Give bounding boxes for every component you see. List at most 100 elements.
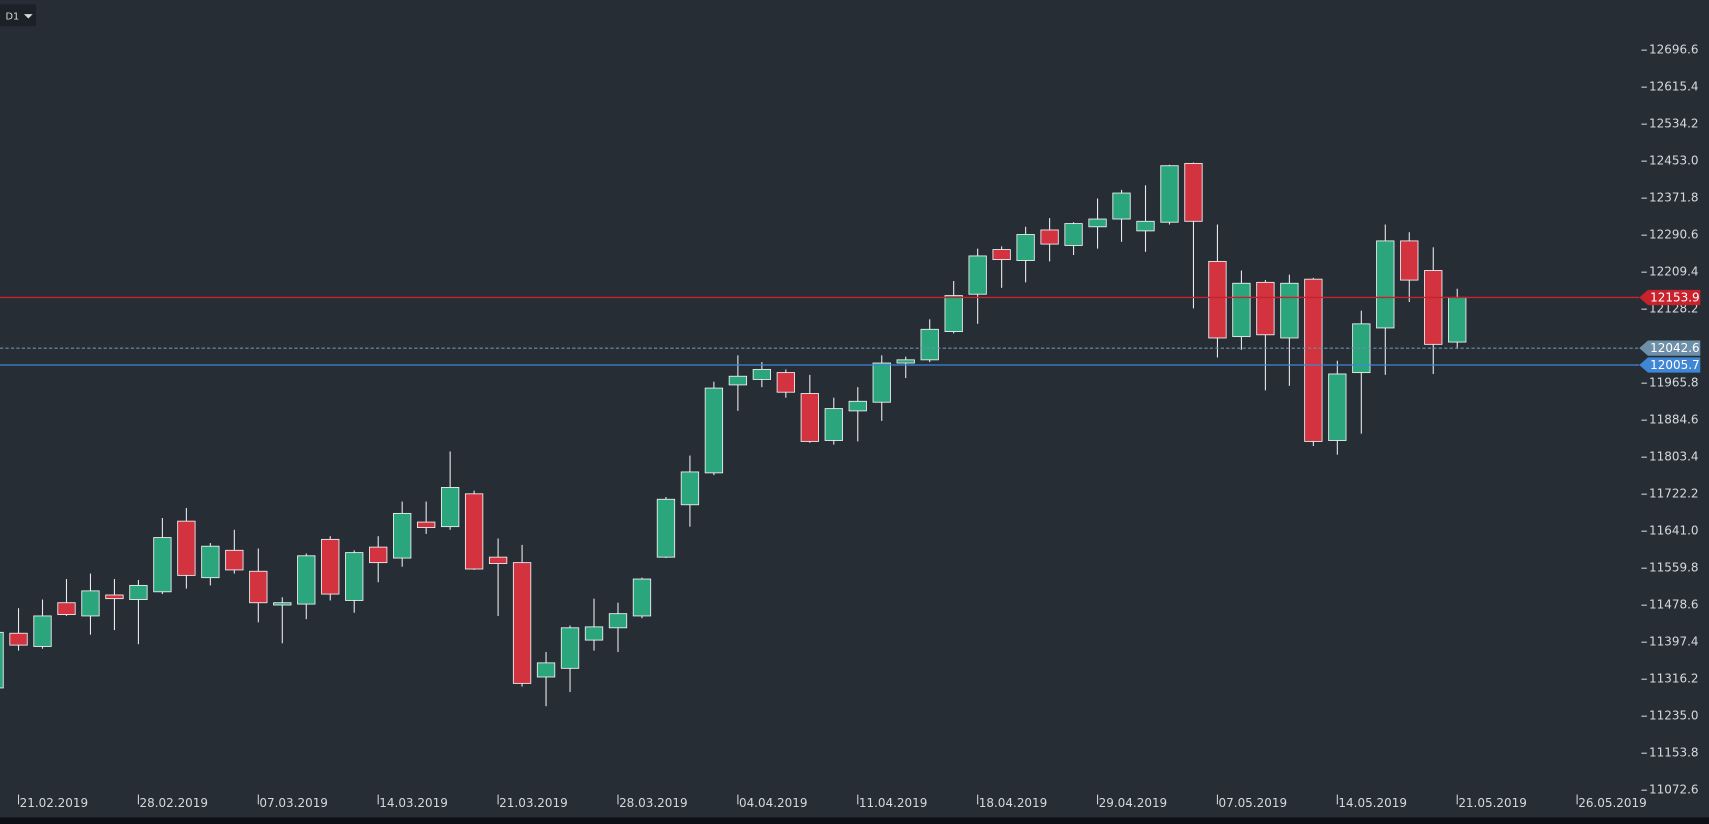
y-tick-label: 12371.8 (1649, 191, 1699, 205)
candle-body (440, 486, 460, 528)
x-tick-label: 07.05.2019 (1219, 796, 1288, 810)
y-tick-label: 11235.0 (1649, 709, 1699, 723)
x-tick-label: 04.04.2019 (739, 796, 808, 810)
x-tick-label: 21.03.2019 (499, 796, 568, 810)
candle-body (105, 594, 124, 600)
candle-body (1016, 234, 1035, 261)
candle-body (0, 631, 4, 689)
candle-body (824, 408, 843, 441)
candle-body (393, 512, 412, 559)
y-tick-label: 12290.6 (1649, 228, 1699, 242)
candle-body (512, 562, 532, 684)
candle-body (1088, 218, 1107, 228)
candle-body (776, 372, 795, 393)
y-tick-label: 11072.6 (1649, 783, 1699, 797)
price-tag-label: 12005.7 (1650, 358, 1700, 372)
candle-body (321, 538, 340, 595)
candle-body (848, 400, 867, 412)
candle-body (632, 578, 652, 617)
y-tick-label: 11884.6 (1649, 413, 1699, 427)
candle-body (1304, 278, 1323, 442)
price-tag (1639, 357, 1701, 373)
y-tick-label: 11722.2 (1649, 487, 1699, 501)
candle-body (872, 362, 891, 403)
y-tick-label: 11641.0 (1649, 524, 1699, 538)
candle-body (57, 602, 76, 616)
x-tick-label: 14.03.2019 (379, 796, 448, 810)
candle-body (201, 545, 220, 579)
x-tick-label: 21.02.2019 (20, 796, 89, 810)
candle-body (1040, 229, 1059, 245)
x-tick-label: 11.04.2019 (859, 796, 928, 810)
candle-body (584, 626, 604, 641)
x-tick-label: 14.05.2019 (1338, 796, 1407, 810)
price-tag-label: 12153.9 (1650, 290, 1700, 304)
y-tick-label: 11965.8 (1649, 376, 1699, 390)
x-tick-label: 21.05.2019 (1458, 796, 1527, 810)
candle-body (1160, 165, 1179, 223)
candle-body (752, 368, 772, 380)
candle-body (1400, 240, 1419, 281)
y-tick-label: 11153.8 (1649, 746, 1699, 760)
candle-body (728, 375, 748, 386)
candle-body (560, 627, 580, 669)
price-tag-label: 12042.6 (1650, 341, 1700, 355)
candle-body (153, 537, 172, 593)
candle-body (249, 570, 268, 604)
candle-body (273, 602, 292, 606)
candle-body (680, 471, 700, 506)
candle-body (1184, 162, 1203, 222)
candle-body (1112, 192, 1131, 220)
x-tick-label: 07.03.2019 (259, 796, 328, 810)
y-tick-label: 11397.4 (1649, 635, 1699, 649)
candle-body (1448, 296, 1467, 343)
candle-body (177, 520, 196, 576)
candle-body (297, 555, 316, 605)
y-tick-label: 12615.4 (1649, 80, 1699, 94)
x-tick-label: 28.02.2019 (140, 796, 209, 810)
timeframe-selector[interactable]: D1 (0, 4, 36, 27)
candle-body (1424, 270, 1443, 345)
y-tick-label: 12453.0 (1649, 154, 1699, 168)
timeframe-box[interactable] (0, 4, 36, 27)
candle-body (896, 359, 915, 364)
candle-body (369, 546, 388, 564)
candle-body (1256, 281, 1275, 336)
candle-body (656, 498, 676, 558)
candle-body (1064, 223, 1083, 246)
candle-body (464, 493, 484, 570)
price-tag (1639, 340, 1701, 356)
candle-body (1136, 220, 1155, 232)
candle-body (608, 613, 628, 629)
y-tick-label: 12128.2 (1649, 302, 1699, 316)
candle-body (1208, 260, 1227, 339)
candle-body (968, 255, 987, 295)
candle-body (536, 662, 556, 678)
y-tick-label: 12534.2 (1649, 117, 1699, 131)
price-tag (1639, 289, 1701, 306)
y-tick-label: 12209.4 (1649, 265, 1699, 279)
candle-body (81, 590, 100, 617)
candles (0, 162, 1467, 707)
candle-body (9, 632, 28, 646)
candle-body (1328, 373, 1347, 441)
y-tick-label: 11478.6 (1649, 598, 1699, 612)
x-tick-label: 18.04.2019 (979, 796, 1048, 810)
candle-body (488, 556, 508, 564)
x-tick-label: 26.05.2019 (1578, 796, 1647, 810)
x-tick-label: 29.04.2019 (1099, 796, 1168, 810)
x-tick-label: 28.03.2019 (619, 796, 688, 810)
candle-body (1280, 282, 1299, 339)
candle-body (920, 328, 939, 361)
y-tick-label: 11316.2 (1649, 672, 1699, 686)
dropdown-arrow[interactable] (23, 14, 33, 19)
y-tick-label: 11803.4 (1649, 450, 1699, 464)
candle-body (417, 521, 436, 528)
timeframe-label[interactable]: D1 (5, 11, 19, 22)
candle-body (944, 295, 963, 333)
candle-body (1232, 282, 1251, 338)
candle-body (225, 549, 244, 571)
bottom-strip (0, 817, 1709, 824)
